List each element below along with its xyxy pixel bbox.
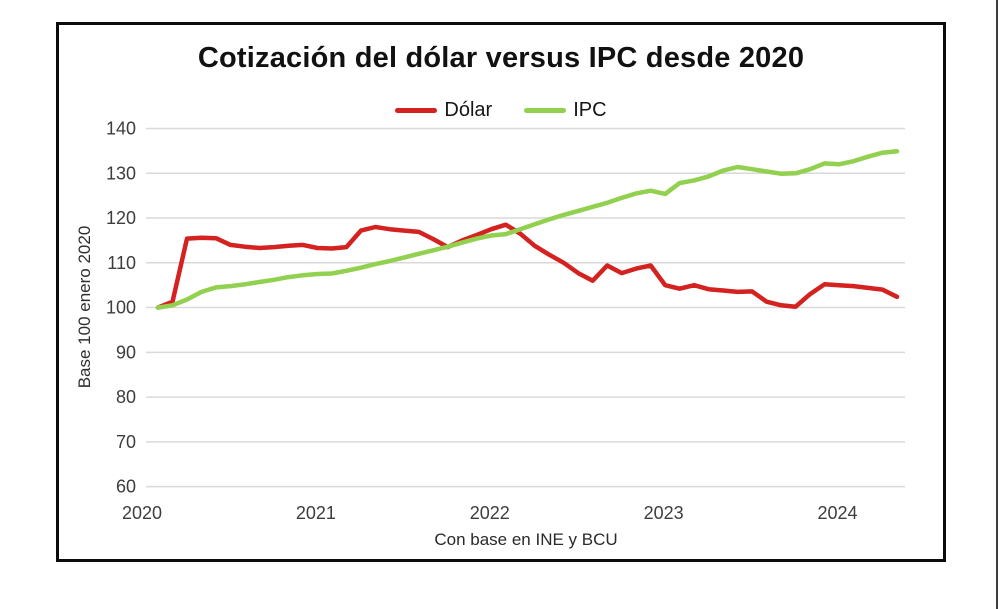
x-tick-label: 2024	[818, 503, 858, 523]
ipc-line-swatch-icon	[524, 108, 567, 113]
dolar-line-swatch-icon	[395, 108, 438, 113]
chart-legend: Dólar IPC	[56, 99, 946, 122]
y-tick-label: 130	[106, 163, 136, 183]
legend-label-dolar: Dólar	[444, 99, 493, 121]
x-tick-label: 2022	[470, 503, 510, 523]
y-tick-label: 140	[106, 119, 136, 139]
chart-title: Cotización del dólar versus IPC desde 20…	[197, 42, 805, 74]
x-tick-label: 2021	[296, 503, 336, 523]
y-tick-label: 110	[107, 253, 136, 273]
series-line-ipc	[155, 149, 900, 310]
y-tick-label: 100	[106, 298, 136, 318]
y-tick-label: 120	[106, 208, 136, 228]
y-tick-label: 80	[116, 387, 136, 407]
screenshot-edge-artifact	[996, 0, 998, 609]
series-line-dolar	[155, 222, 900, 310]
legend-item-dolar: Dólar	[395, 99, 492, 122]
y-tick-label: 70	[116, 432, 136, 452]
legend-label-ipc: IPC	[573, 99, 607, 121]
y-axis-title: Base 100 enero 2020	[75, 225, 94, 389]
x-tick-label: 2020	[122, 503, 162, 523]
y-tick-label: 60	[116, 477, 136, 497]
chart-source-caption: Con base en INE y BCU	[434, 530, 618, 549]
legend-item-ipc: IPC	[524, 99, 607, 122]
y-tick-label: 90	[116, 342, 136, 362]
x-tick-label: 2023	[644, 503, 684, 523]
